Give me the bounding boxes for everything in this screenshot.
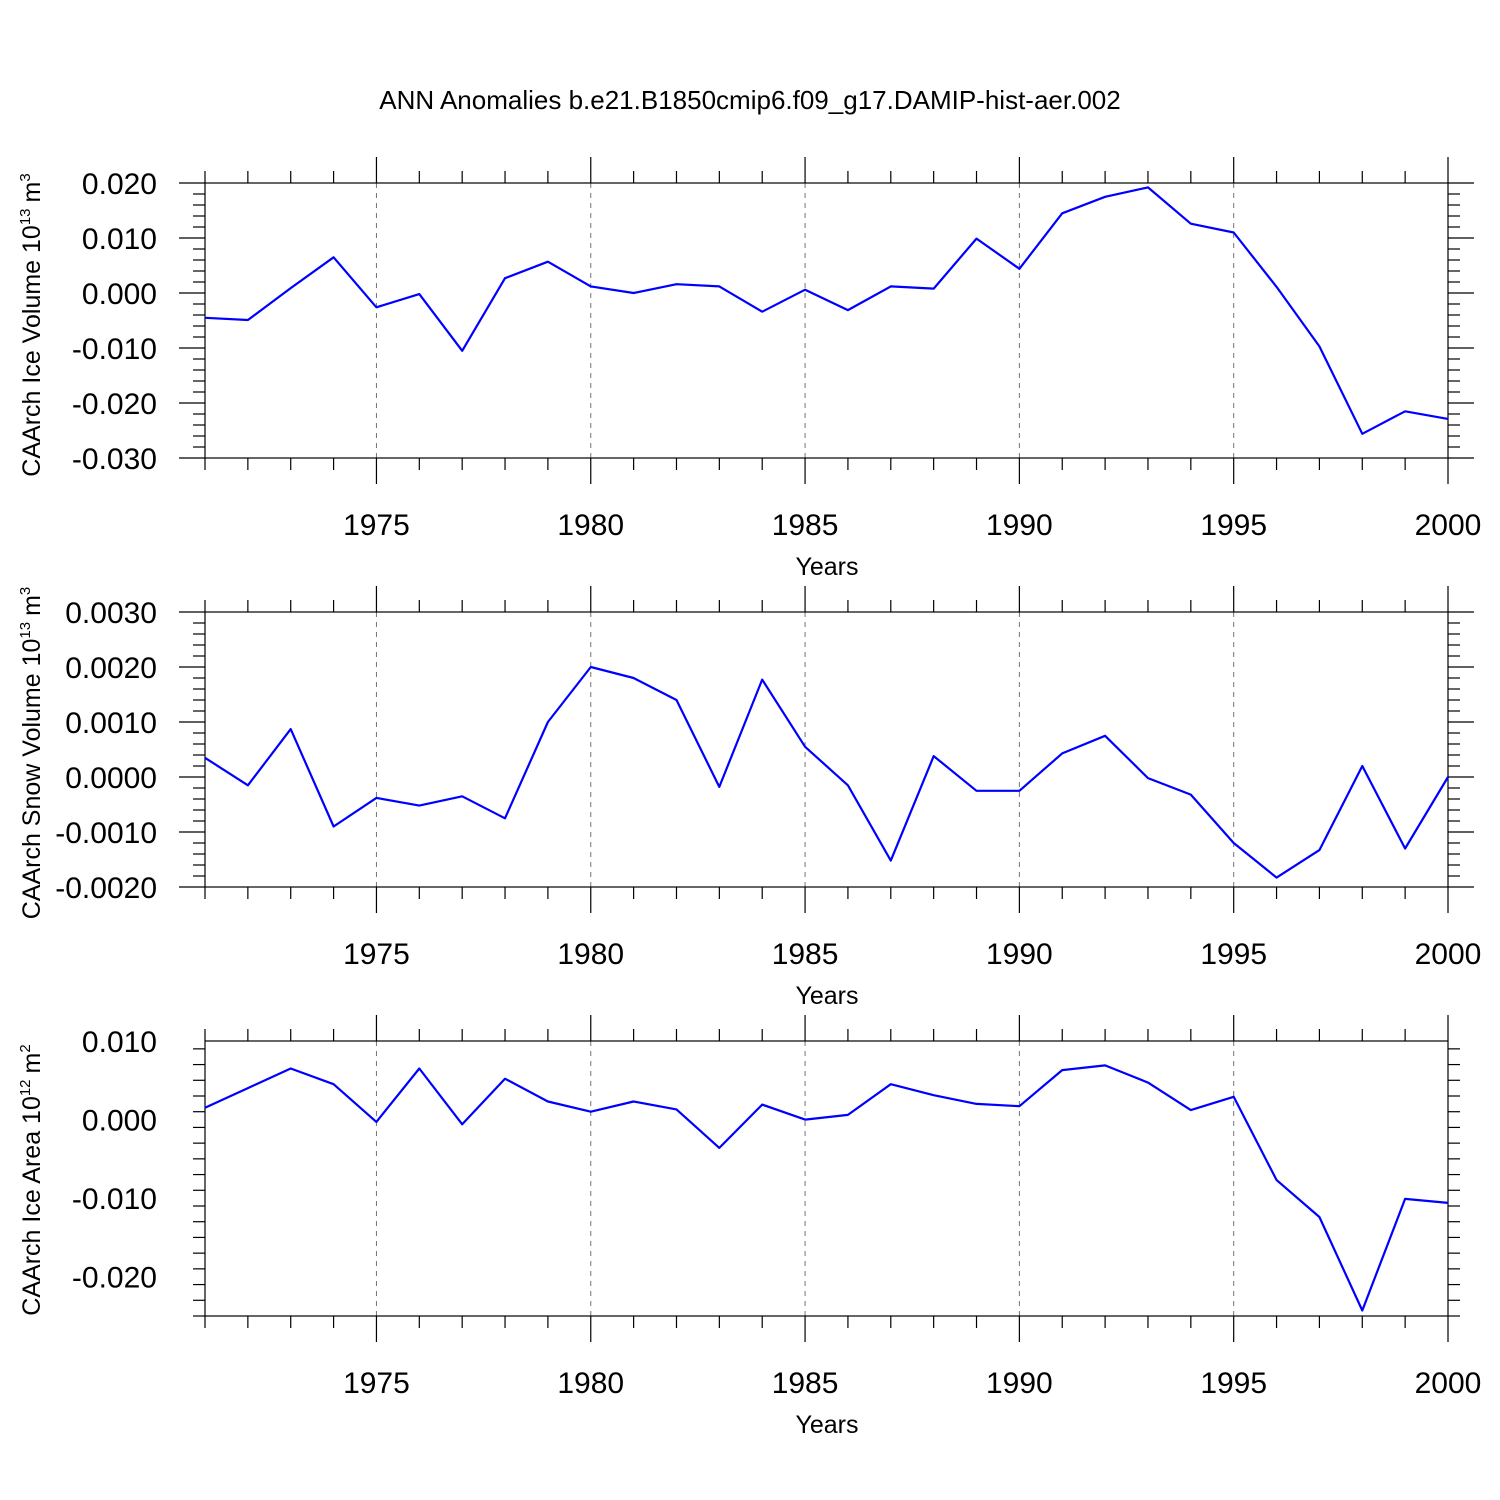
- x-tick-label: 2000: [1415, 1367, 1482, 1400]
- x-tick-label: 1980: [557, 1367, 624, 1400]
- plot-frame: [204, 1040, 1449, 1317]
- x-tick-label: 1985: [772, 509, 839, 542]
- y-tick-label: -0.030: [72, 443, 157, 476]
- series-line-1: [204, 1064, 1449, 1312]
- x-tick-label: 2000: [1415, 938, 1482, 971]
- y-tick-label: 0.000: [82, 278, 157, 311]
- y-tick-label: 0.020: [82, 168, 157, 201]
- plot-frame: [204, 182, 1449, 459]
- y-tick-label: 0.0000: [65, 762, 157, 795]
- y-tick-label: 0.0010: [65, 707, 157, 740]
- y-axis-label-unit-exponent: 2: [17, 1044, 34, 1052]
- x-tick-label: 1985: [772, 1367, 839, 1400]
- y-axis-label-text: CAArch Ice Volume 10: [18, 225, 46, 477]
- figure-title: ANN Anomalies b.e21.B1850cmip6.f09_g17.D…: [379, 85, 1120, 115]
- y-tick-label: -0.020: [72, 1262, 157, 1295]
- y-axis-label: CAArch Snow Volume 1013 m3: [17, 587, 46, 920]
- y-tick-label: -0.010: [72, 333, 157, 366]
- y-axis-label-text: CAArch Snow Volume 10: [18, 639, 46, 920]
- y-axis-label-unit: m: [18, 1053, 46, 1074]
- y-axis-label-exponent: 12: [17, 1079, 34, 1096]
- y-axis-label-unit: m: [18, 182, 46, 203]
- series-line-1: [204, 186, 1449, 435]
- y-tick-label: 0.010: [82, 1026, 157, 1059]
- x-tick-label: 2000: [1415, 509, 1482, 542]
- panel-3: 0.010 0.000 -0.010 -0.020 1975 1980 1985 1990 19…: [17, 1015, 1481, 1439]
- y-axis-label-unit-exponent: 3: [17, 587, 34, 595]
- y-tick-label: -0.0010: [55, 817, 157, 850]
- y-tick-label: 0.000: [82, 1105, 157, 1138]
- y-tick-label: 0.0020: [65, 652, 157, 685]
- y-axis-label-unit-exponent: 3: [17, 173, 34, 181]
- x-tick-label: 1995: [1200, 938, 1267, 971]
- x-tick-label: 1990: [986, 938, 1053, 971]
- y-axis-label: CAArch Ice Volume 1013 m3: [17, 173, 46, 476]
- y-axis-label-exponent: 13: [17, 208, 34, 225]
- x-tick-label: 1980: [557, 509, 624, 542]
- x-tick-label: 1990: [986, 509, 1053, 542]
- y-axis-label-exponent: 13: [17, 622, 34, 639]
- series-line-1: [204, 665, 1449, 879]
- x-tick-label: 1975: [343, 938, 410, 971]
- y-axis-label-text: CAArch Ice Area 10: [18, 1096, 46, 1316]
- panel-1: 0.020 0.010 0.000 -0.010 -0.020 -0.030 1975 198…: [17, 157, 1481, 581]
- y-tick-label: -0.020: [72, 388, 157, 421]
- x-axis-label: Years: [795, 553, 858, 581]
- y-tick-label: -0.0020: [55, 872, 157, 905]
- panel-2: 0.0030 0.0020 0.0010 0.0000 -0.0010 -0.0020 19…: [17, 586, 1481, 1010]
- x-tick-label: 1980: [557, 938, 624, 971]
- x-axis-label: Years: [795, 982, 858, 1010]
- x-tick-label: 1975: [343, 1367, 410, 1400]
- y-axis-label-unit: m: [18, 595, 46, 616]
- y-axis-label: CAArch Ice Area 1012 m2: [17, 1044, 46, 1315]
- x-tick-label: 1975: [343, 509, 410, 542]
- y-tick-label: 0.0030: [65, 597, 157, 630]
- x-tick-label: 1995: [1200, 1367, 1267, 1400]
- x-axis-label: Years: [795, 1411, 858, 1439]
- x-tick-label: 1990: [986, 1367, 1053, 1400]
- x-tick-label: 1985: [772, 938, 839, 971]
- y-tick-label: 0.010: [82, 223, 157, 256]
- x-tick-label: 1995: [1200, 509, 1267, 542]
- y-tick-label: -0.010: [72, 1183, 157, 1216]
- plot-frame: [204, 611, 1449, 888]
